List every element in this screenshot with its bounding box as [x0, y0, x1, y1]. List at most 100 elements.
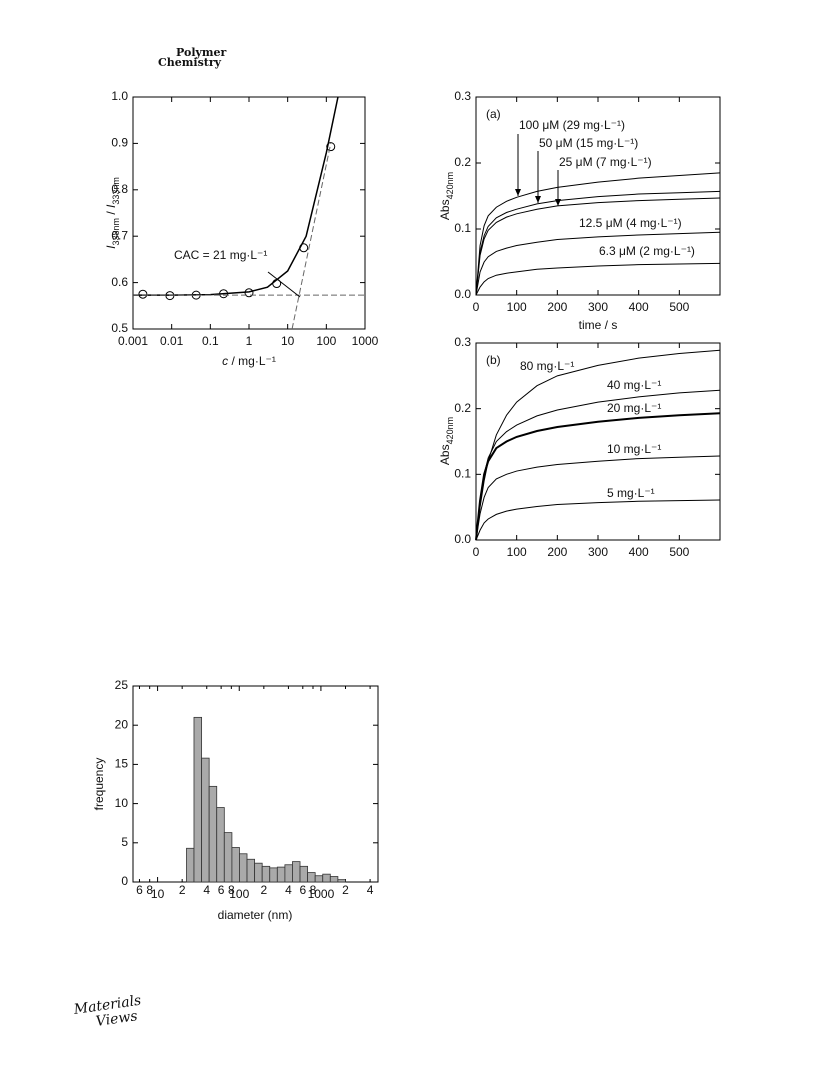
journal-name: Polymer — [176, 46, 227, 59]
y-tick-label: 15 — [115, 757, 129, 771]
axis-title-part: 420nm — [445, 417, 455, 445]
data-line — [475, 412, 721, 541]
series-label: 100 μM (29 mg·L⁻¹) — [519, 118, 625, 132]
histogram-bar — [239, 853, 248, 883]
histogram-bar — [193, 716, 203, 883]
y-tick-label: 0.9 — [111, 136, 128, 150]
y-tick-label: 20 — [115, 717, 129, 731]
x-tick-label: 0.01 — [160, 334, 184, 348]
x-tick-label: 4 — [203, 883, 210, 897]
y-tick-label: 10 — [115, 796, 129, 810]
data-line — [475, 499, 721, 541]
plot-frame — [475, 342, 721, 541]
y-tick-label: 0.3 — [454, 89, 471, 103]
annotation: CAC = 21 mg·L⁻¹ — [174, 248, 267, 262]
x-tick-label: 2 — [179, 883, 186, 897]
histogram-bar — [254, 862, 263, 883]
series-label: 25 μM (7 mg·L⁻¹) — [559, 155, 652, 169]
series-label: 10 mg·L⁻¹ — [607, 442, 661, 456]
x-tick-label: 200 — [547, 545, 567, 559]
x-tick-label: 0 — [473, 300, 480, 314]
x-tick-label: 8 — [146, 883, 153, 897]
x-tick-label: 10 — [281, 334, 295, 348]
y-tick-label: 0.0 — [454, 532, 471, 546]
data-line — [475, 455, 721, 541]
x-tick-label: 0 — [473, 545, 480, 559]
y-tick-label: 5 — [121, 835, 128, 849]
x-tick-label: 1000 — [352, 334, 379, 348]
axis-title-part: diameter (nm) — [218, 908, 293, 922]
x-tick-label: 6 — [218, 883, 225, 897]
axis-title-part: Abs — [438, 199, 452, 220]
x-tick-label: 300 — [588, 300, 608, 314]
arrow-head — [535, 196, 541, 203]
series-label: 6.3 μM (2 mg·L⁻¹) — [599, 244, 695, 258]
y-tick-label: 0.1 — [454, 221, 471, 235]
data-line — [475, 262, 721, 296]
x-tick-label: 100 — [316, 334, 336, 348]
x-tick-label: 100 — [507, 545, 527, 559]
x-tick-label: 6 — [136, 883, 143, 897]
axis-title-part: I — [104, 245, 118, 249]
x-tick-label: 2 — [342, 883, 349, 897]
histogram-bar — [223, 832, 233, 883]
histogram-bar — [186, 847, 195, 883]
x-tick-label: 1 — [246, 334, 253, 348]
y-tick-label: 0.1 — [454, 467, 471, 481]
data-line — [475, 190, 721, 296]
x-tick-label: 200 — [547, 300, 567, 314]
series-label: 40 mg·L⁻¹ — [607, 378, 661, 392]
axis-title: diameter (nm) — [218, 908, 293, 922]
series-label: 80 mg·L⁻¹ — [520, 359, 574, 373]
histogram-bar — [322, 873, 331, 883]
histogram-bar — [307, 872, 316, 883]
histogram-bar — [246, 858, 256, 883]
data-point — [138, 289, 148, 299]
axis-title-part: 338nm — [111, 218, 121, 246]
y-tick-label: 0.2 — [454, 401, 471, 415]
data-line — [475, 389, 721, 541]
series-label: 5 mg·L⁻¹ — [607, 486, 655, 500]
x-tick-label: 8 — [310, 883, 317, 897]
fit-line — [133, 96, 339, 296]
axis-title-part: 420nm — [445, 172, 455, 200]
y-tick-label: 1.0 — [111, 89, 128, 103]
histogram-bar — [261, 865, 271, 883]
axis-title-part: I — [104, 204, 118, 208]
axis-title-part: frequency — [92, 758, 106, 811]
histogram-bar — [208, 785, 218, 883]
histogram-bar — [337, 879, 346, 883]
axis-title-part: 333nm — [111, 177, 121, 205]
x-tick-label: 0.1 — [202, 334, 219, 348]
x-tick-label: 4 — [285, 883, 292, 897]
x-tick-label: 300 — [588, 545, 608, 559]
histogram-bar — [276, 866, 286, 883]
y-tick-label: 25 — [115, 678, 129, 692]
x-tick-label: 500 — [669, 300, 689, 314]
y-tick-label: 0 — [121, 874, 128, 888]
histogram-bar — [201, 757, 210, 883]
x-tick-label: 100 — [229, 887, 249, 901]
x-tick-label: 8 — [228, 883, 235, 897]
axis-title-part: / — [104, 208, 118, 218]
x-tick-label: 4 — [367, 883, 374, 897]
axis-title-part: Abs — [438, 444, 452, 465]
series-label: 50 μM (15 mg·L⁻¹) — [539, 136, 638, 150]
panel-label: (a) — [486, 107, 501, 121]
axis-title: time / s — [579, 318, 618, 332]
data-line — [475, 197, 721, 296]
x-tick-label: 2 — [260, 883, 267, 897]
histogram-bar — [269, 867, 278, 883]
panel-label: (b) — [486, 353, 501, 367]
journal-name: Chemistry — [158, 56, 222, 69]
axis-title: Abs420nm — [438, 172, 455, 220]
y-tick-label: 0.7 — [111, 228, 128, 242]
axis-title: I338nm / I333nm — [104, 177, 121, 249]
x-tick-label: 6 — [299, 883, 306, 897]
y-tick-label: 0.5 — [111, 321, 128, 335]
x-tick-label: 100 — [507, 300, 527, 314]
histogram-bar — [299, 865, 309, 883]
x-tick-label: 1000 — [308, 887, 335, 901]
y-tick-label: 0.2 — [454, 155, 471, 169]
